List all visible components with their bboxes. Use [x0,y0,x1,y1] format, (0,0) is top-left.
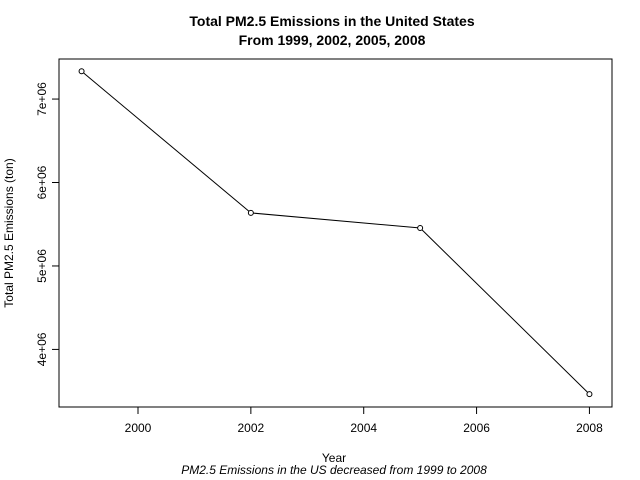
x-tick-label-2008: 2008 [576,421,603,435]
y-axis: 4e+06 5e+06 6e+06 7e+06 [35,82,59,366]
chart-caption: PM2.5 Emissions in the US decreased from… [181,463,487,477]
data-point-2002 [247,209,254,216]
plot-frame [58,58,613,408]
y-tick-label-4e+06: 4e+06 [35,332,49,366]
series-total-emissions [78,68,593,398]
y-axis-label: Total PM2.5 Emissions (ton) [2,158,16,307]
x-axis-label: Year [322,451,346,465]
y-tick-label-7e+06: 7e+06 [35,82,49,116]
y-tick-label-5e+06: 5e+06 [35,249,49,283]
x-tick-label-2006: 2006 [463,421,490,435]
data-point-1999 [78,68,85,75]
series-segment-2005-2008 [421,229,588,393]
y-tick-label-6e+06: 6e+06 [35,165,49,199]
x-tick-label-2004: 2004 [350,421,377,435]
x-tick-label-2000: 2000 [125,421,152,435]
chart-title-line1: Total PM2.5 Emissions in the United Stat… [189,13,474,29]
x-tick-label-2002: 2002 [238,421,265,435]
data-point-2008 [586,391,593,398]
x-axis: 2000 2002 2004 2006 2008 [125,407,603,435]
data-point-2005 [417,225,424,232]
series-segment-2002-2005 [253,212,418,229]
chart-title-line2: From 1999, 2002, 2005, 2008 [239,32,426,48]
series-segment-1999-2002 [83,72,250,212]
